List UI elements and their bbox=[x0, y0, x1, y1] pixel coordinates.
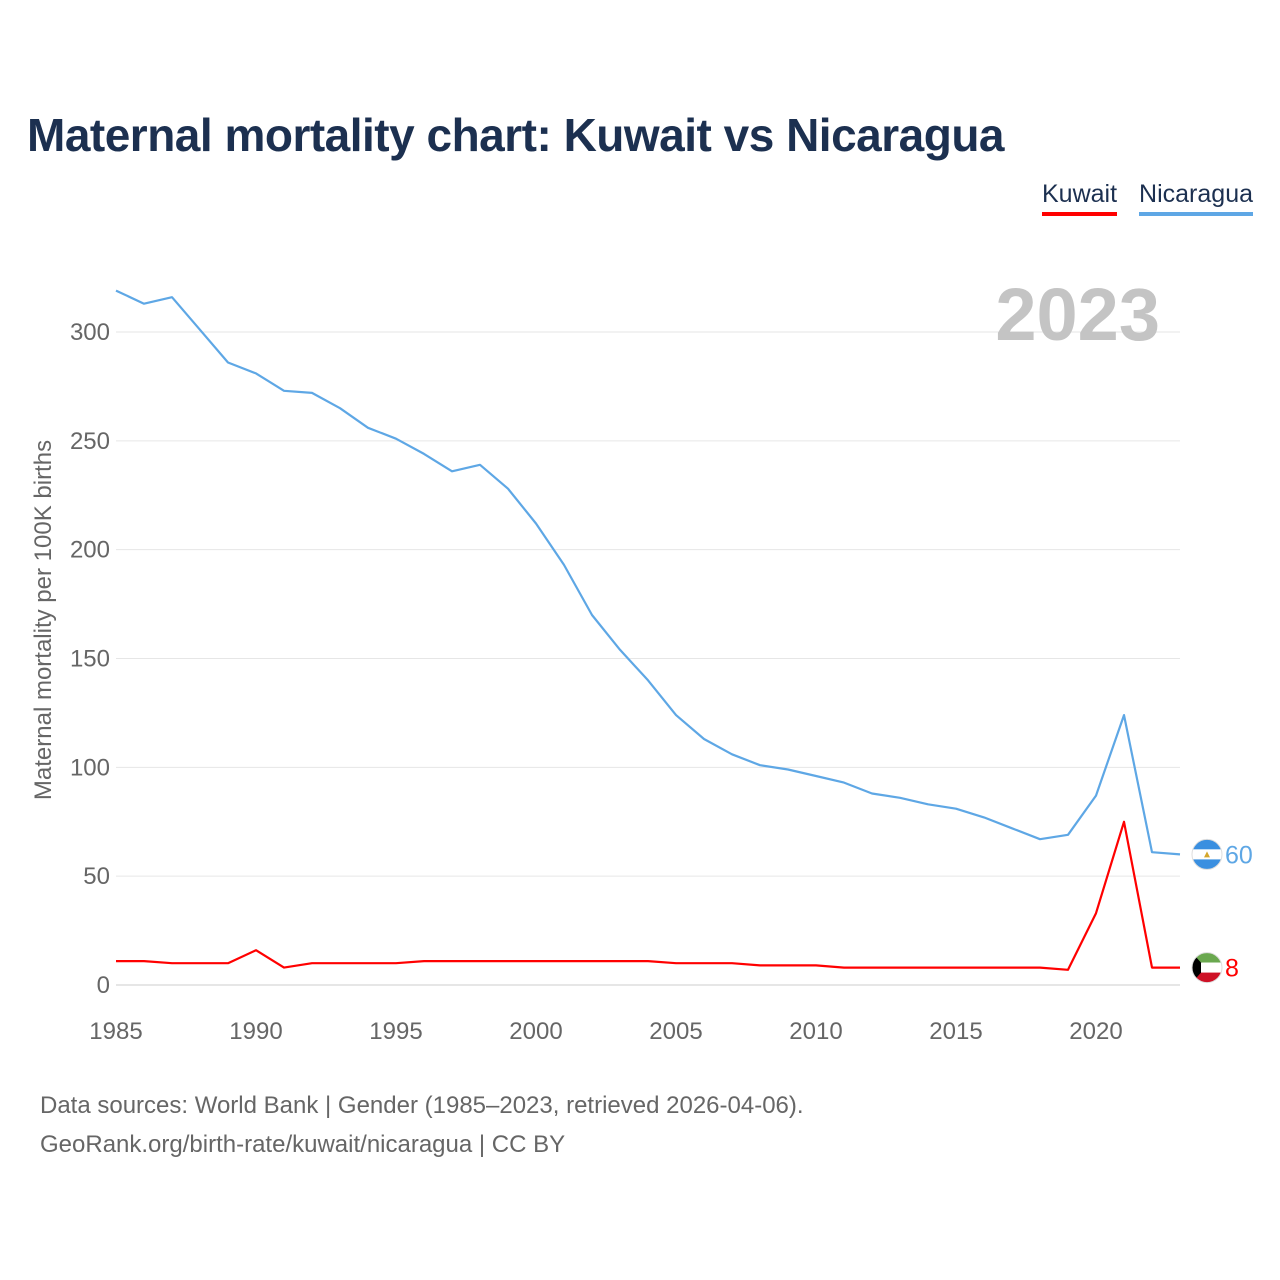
grid-lines bbox=[116, 331, 1180, 986]
y-tick-label: 250 bbox=[70, 428, 110, 455]
series-line-kuwait[interactable] bbox=[116, 820, 1180, 971]
series-lines bbox=[115, 289, 1181, 971]
end-value-label-kuwait: 8 bbox=[1225, 955, 1239, 983]
y-tick-label: 50 bbox=[83, 863, 110, 890]
nicaragua-flag-icon bbox=[1191, 838, 1223, 870]
kuwait-flag-icon bbox=[1191, 952, 1223, 984]
x-tick-label: 2010 bbox=[789, 1018, 842, 1045]
year-label: 2023 bbox=[995, 273, 1160, 356]
x-tick-label: 2000 bbox=[509, 1018, 562, 1045]
data-sources: Data sources: World Bank | Gender (1985–… bbox=[40, 1086, 804, 1164]
x-tick-label: 1985 bbox=[89, 1018, 142, 1045]
legend-item-nicaragua[interactable]: Nicaragua bbox=[1139, 180, 1253, 216]
x-tick-label: 1995 bbox=[369, 1018, 422, 1045]
y-tick-label: 0 bbox=[97, 972, 110, 999]
y-axis-ticks: 0 50 100 150 200 250 300 bbox=[70, 319, 110, 999]
y-tick-label: 200 bbox=[70, 537, 110, 564]
line-chart: 0 50 100 150 200 250 300 1985 1990 1995 2000 2005 2… bbox=[30, 273, 1253, 1045]
x-tick-label: 2015 bbox=[929, 1018, 982, 1045]
end-markers: 60 8 bbox=[1191, 838, 1253, 984]
y-axis-label: Maternal mortality per 100K births bbox=[30, 440, 57, 800]
x-tick-label: 2020 bbox=[1069, 1018, 1122, 1045]
sources-link[interactable]: GeoRank.org/birth-rate/kuwait/nicaragua … bbox=[40, 1131, 566, 1158]
legend-item-kuwait[interactable]: Kuwait bbox=[1042, 180, 1118, 216]
legend: Kuwait Nicaragua bbox=[1042, 180, 1253, 216]
series-line-nicaragua[interactable] bbox=[115, 289, 1181, 856]
y-tick-label: 100 bbox=[70, 754, 110, 781]
sources-line: Data sources: World Bank | Gender (1985–… bbox=[40, 1092, 804, 1119]
x-axis-ticks: 1985 1990 1995 2000 2005 2010 2015 2020 bbox=[89, 1018, 1122, 1045]
y-tick-label: 300 bbox=[70, 319, 110, 346]
x-tick-label: 1990 bbox=[229, 1018, 282, 1045]
x-tick-label: 2005 bbox=[649, 1018, 702, 1045]
y-tick-label: 150 bbox=[70, 646, 110, 673]
end-value-label-nicaragua: 60 bbox=[1225, 841, 1253, 869]
chart-title: Maternal mortality chart: Kuwait vs Nica… bbox=[27, 109, 1005, 161]
